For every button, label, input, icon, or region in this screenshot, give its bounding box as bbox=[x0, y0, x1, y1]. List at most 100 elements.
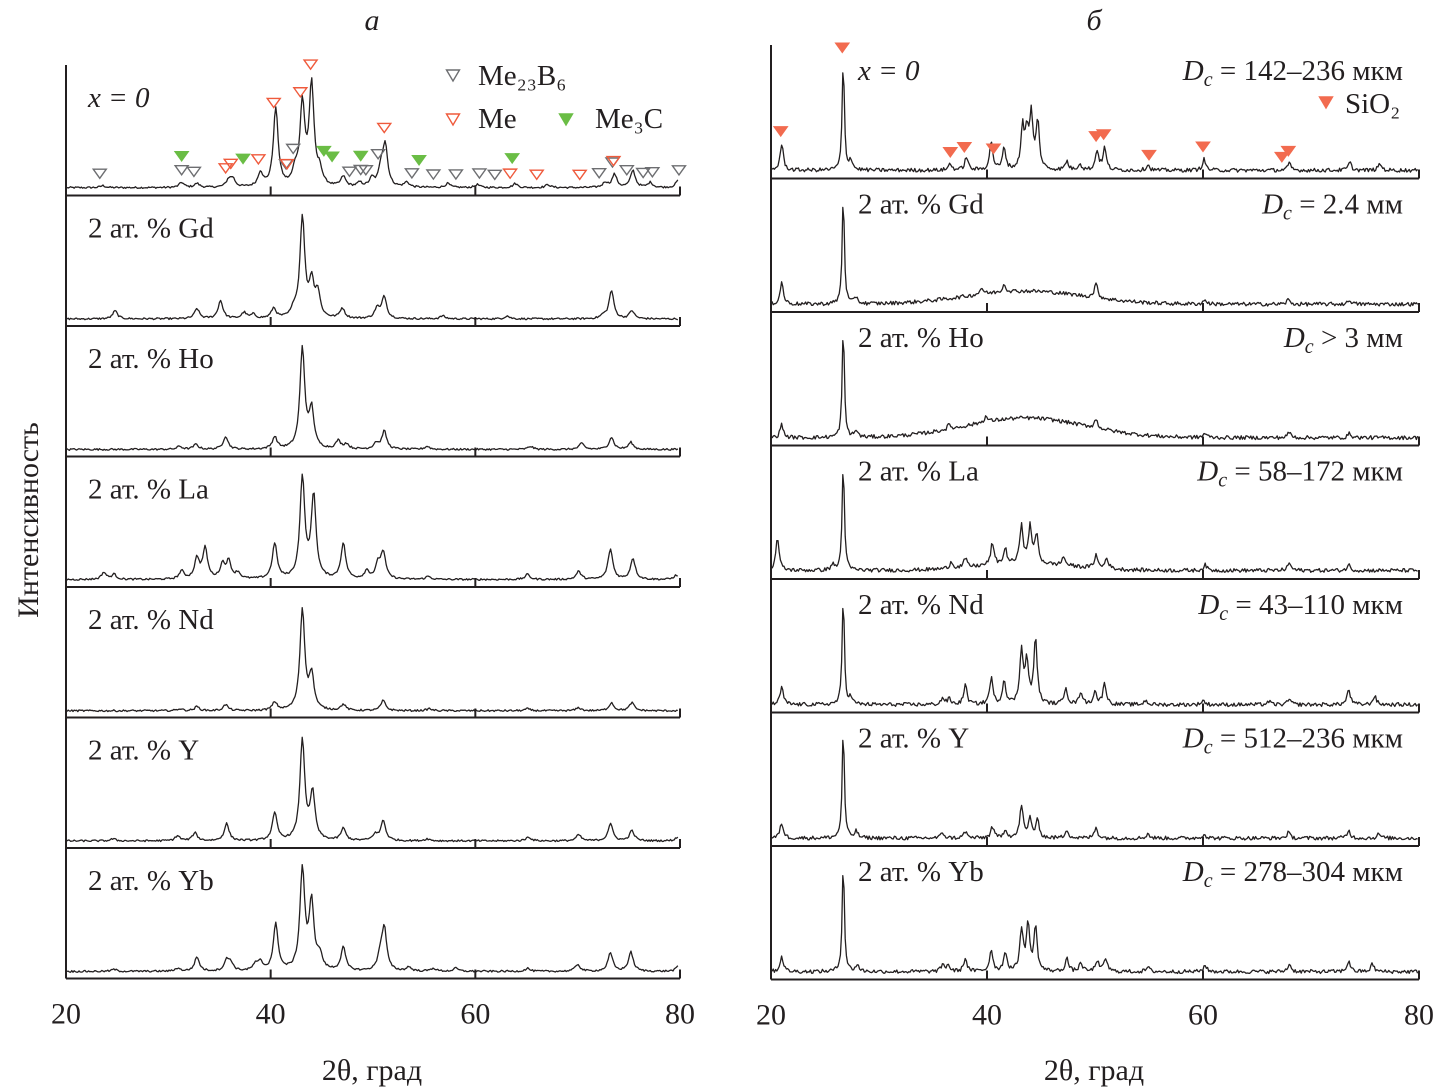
legend-label-sio2: SiO₂ bbox=[1345, 88, 1400, 120]
phase-marker-me3c bbox=[352, 150, 369, 162]
critical-diameter-label: Dc = 58–172 мкм bbox=[1196, 456, 1403, 492]
phase-marker-me bbox=[376, 122, 393, 134]
phase-marker-me23b6 bbox=[173, 165, 190, 177]
critical-diameter-label: Dc = 142–236 мкм bbox=[1182, 55, 1403, 91]
series-label: 2 ат. % Yb bbox=[88, 865, 214, 897]
phase-marker-me bbox=[279, 158, 295, 170]
phase-marker-me bbox=[302, 59, 319, 71]
series-label: 2 ат. % Gd bbox=[88, 213, 214, 245]
phase-marker-me3c bbox=[173, 151, 190, 163]
legend-marker-me bbox=[445, 113, 461, 127]
series-label: x = 0 bbox=[857, 55, 920, 87]
legend-label-me23b6: Me₂₃B₆ bbox=[478, 60, 566, 92]
xrd-trace-7 bbox=[66, 863, 679, 973]
series-label: 2 ат. % Ho bbox=[858, 322, 984, 354]
phase-marker-sio2 bbox=[956, 141, 973, 153]
phase-marker-sio2 bbox=[1273, 151, 1290, 163]
series-label: 2 ат. % Y bbox=[88, 735, 199, 767]
phase-marker-sio2 bbox=[942, 147, 959, 159]
critical-diameter-label: Dc = 2.4 мм bbox=[1261, 189, 1403, 225]
series-label: 2 ат. % Y bbox=[858, 723, 969, 755]
x-tick-label: 60 bbox=[460, 998, 490, 1031]
phase-marker-me23b6 bbox=[644, 167, 661, 179]
phase-marker-sio2 bbox=[985, 143, 1002, 155]
xrd-trace-4 bbox=[66, 473, 678, 581]
phase-marker-me23b6 bbox=[604, 157, 621, 169]
xrd-trace-5 bbox=[66, 607, 678, 713]
phase-marker-me bbox=[571, 169, 588, 181]
xrd-trace-6 bbox=[771, 739, 1418, 841]
critical-diameter-label: Dc = 512–236 мкм bbox=[1182, 723, 1403, 759]
xrd-trace-1 bbox=[66, 77, 679, 190]
phase-marker-me bbox=[528, 169, 545, 181]
xrd-trace-2 bbox=[771, 206, 1419, 307]
phase-marker-sio2 bbox=[1280, 145, 1297, 157]
xrd-trace-1 bbox=[771, 72, 1419, 173]
phase-marker-me bbox=[292, 87, 309, 99]
phase-marker-me3c bbox=[324, 151, 340, 163]
panel-b: x = 0 Dc = 142–236 мкм 2 ат. % Gd Dc = 2.4 … bbox=[756, 42, 1434, 1032]
x-tick-label: 60 bbox=[1188, 999, 1218, 1032]
y-axis-label: Интенсивность bbox=[12, 422, 45, 618]
phase-marker-me23b6 bbox=[448, 169, 464, 181]
phase-marker-me3c bbox=[504, 153, 521, 165]
phase-marker-me23b6 bbox=[370, 148, 386, 160]
legend-marker-me3c bbox=[558, 113, 574, 127]
phase-marker-sio2 bbox=[834, 42, 851, 54]
xrd-trace-5 bbox=[771, 607, 1419, 708]
series-label: 2 ат. % Gd bbox=[858, 189, 984, 221]
phase-marker-me bbox=[605, 155, 622, 167]
phase-marker-me bbox=[250, 154, 267, 166]
panel-a-title: а bbox=[365, 4, 380, 37]
xrd-trace-6 bbox=[66, 736, 679, 843]
phase-marker-me23b6 bbox=[486, 169, 503, 181]
xrd-trace-3 bbox=[66, 344, 679, 451]
phase-marker-me3c bbox=[235, 153, 251, 165]
x-tick-label: 40 bbox=[256, 998, 286, 1031]
series-label: 2 ат. % Ho bbox=[88, 343, 214, 375]
phase-marker-me23b6 bbox=[186, 166, 202, 178]
phase-marker-me23b6 bbox=[471, 168, 488, 180]
x-tick-label: 80 bbox=[1404, 999, 1434, 1032]
series-label: 2 ат. % Nd bbox=[858, 589, 984, 621]
x-tick-label: 80 bbox=[665, 998, 695, 1031]
phase-marker-me23b6 bbox=[91, 168, 108, 180]
xrd-trace-4 bbox=[771, 474, 1418, 573]
series-label: 2 ат. % La bbox=[858, 456, 979, 488]
legend-marker-me23b6 bbox=[445, 69, 461, 83]
phase-marker-me23b6 bbox=[591, 168, 608, 180]
phase-marker-me23b6 bbox=[618, 165, 635, 177]
series-label: 2 ат. % Nd bbox=[88, 604, 214, 636]
phase-marker-me bbox=[265, 97, 282, 109]
legend-marker-sio2 bbox=[1318, 96, 1334, 110]
phase-marker-me bbox=[217, 163, 234, 175]
x-axis-label-a: 2θ, град bbox=[322, 1054, 422, 1087]
x-axis-label-b: 2θ, град bbox=[1044, 1054, 1144, 1087]
phase-marker-sio2 bbox=[772, 126, 789, 138]
phase-marker-me23b6 bbox=[404, 168, 420, 180]
phase-marker-me3c bbox=[316, 145, 332, 157]
critical-diameter-label: Dc > 3 мм bbox=[1283, 322, 1403, 358]
series-label: x = 0 bbox=[87, 82, 150, 114]
phase-marker-me23b6 bbox=[425, 169, 442, 181]
legend-label-me: Me bbox=[478, 103, 517, 135]
legend-b: SiO₂ bbox=[1318, 88, 1400, 120]
x-tick-label: 40 bbox=[972, 999, 1002, 1032]
phase-marker-sio2 bbox=[1195, 141, 1211, 153]
panel-a: x = 0 2 ат. % Gd 2 ат. % Ho 2 ат. % La 2 ат.… bbox=[51, 59, 695, 1031]
critical-diameter-label: Dc = 43–110 мкм bbox=[1197, 589, 1403, 625]
phase-marker-me23b6 bbox=[635, 167, 652, 179]
legend-a: Me₂₃B₆ Me Me₃C bbox=[445, 60, 663, 135]
phase-marker-sio2 bbox=[1095, 129, 1112, 141]
series-label: 2 ат. % La bbox=[88, 474, 209, 506]
phase-marker-me23b6 bbox=[357, 165, 374, 177]
phase-marker-me23b6 bbox=[285, 143, 302, 155]
phase-marker-me bbox=[222, 158, 239, 170]
x-tick-label: 20 bbox=[51, 998, 81, 1031]
series-label: 2 ат. % Yb bbox=[858, 856, 984, 888]
phase-marker-me3c bbox=[411, 155, 427, 167]
xrd-trace-7 bbox=[771, 875, 1419, 975]
xrd-trace-2 bbox=[66, 213, 679, 321]
x-tick-label: 20 bbox=[756, 999, 786, 1032]
